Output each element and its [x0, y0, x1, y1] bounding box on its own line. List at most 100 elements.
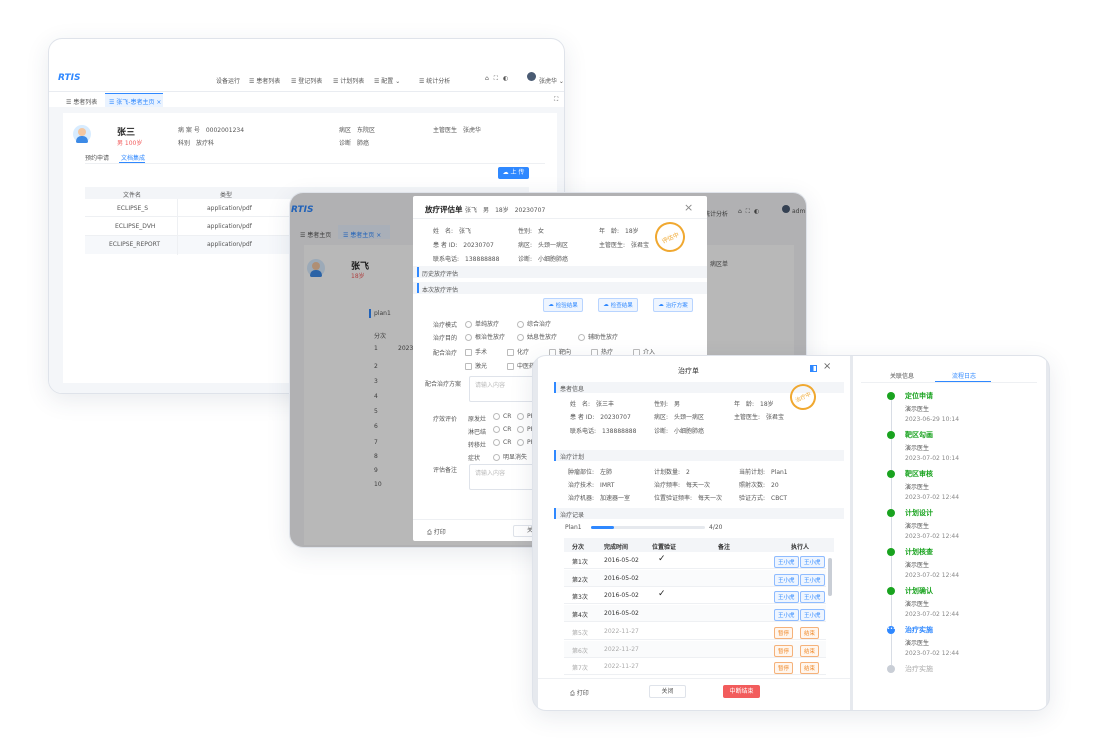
- timeline-step-user: 演示医生: [905, 523, 930, 530]
- treatment-title: 治疗单: [678, 367, 699, 375]
- row-date: 2022-11-27: [604, 663, 639, 671]
- upload-plan-button[interactable]: ☁ 治疗方案: [653, 298, 693, 312]
- executor-tag[interactable]: 王小虎: [800, 591, 825, 604]
- nav-patients[interactable]: ☰ 患者列表: [249, 78, 281, 85]
- executor-tag[interactable]: 王小虎: [800, 573, 825, 586]
- log-panel: 关联信息 流程日志 定位申请 演示医生 2023-06-29 10:14 靶区勾画 演示…: [853, 356, 1046, 710]
- nav-stats[interactable]: ☰ 统计分析: [419, 78, 451, 85]
- print-button[interactable]: ⎙ 打印: [427, 529, 446, 536]
- fullscreen-icon[interactable]: ⛶: [554, 96, 559, 103]
- combo-check-2[interactable]: 化疗: [507, 347, 529, 356]
- tab-patient-home[interactable]: [105, 93, 163, 107]
- nav-register[interactable]: ☰ 登记列表: [291, 78, 323, 85]
- avatar[interactable]: [527, 72, 536, 81]
- timeline-step-title: 定位申请: [905, 392, 933, 400]
- timeline-connector: [891, 400, 892, 431]
- executor-tag[interactable]: 王小虎: [774, 609, 799, 622]
- combo-check-1[interactable]: 手术: [465, 347, 487, 356]
- timeline-dot: [887, 509, 895, 517]
- tab-related-info[interactable]: 关联信息: [890, 373, 915, 380]
- nav-plans[interactable]: ☰ 计划列表: [333, 78, 365, 85]
- section-history[interactable]: 历史放疗评估: [422, 271, 459, 278]
- executor-tag[interactable]: 王小虎: [774, 591, 799, 604]
- timeline-connector: [891, 478, 892, 509]
- tab-patient-list[interactable]: ☰ 患者列表: [66, 99, 98, 106]
- timeline-dot: [887, 470, 895, 478]
- timeline-step-title: 治疗实施: [905, 665, 933, 673]
- timeline-dot: [887, 665, 895, 673]
- upload-button[interactable]: ☁ 上 传: [498, 167, 529, 179]
- end-button[interactable]: 结束: [800, 662, 820, 675]
- status-stamp: 评估中: [650, 217, 690, 257]
- pause-button[interactable]: 暂停: [774, 644, 794, 657]
- section-current: 本次放疗评估: [422, 287, 459, 294]
- subtab-documents[interactable]: 文档集成: [121, 155, 146, 162]
- goal-radio-1[interactable]: 根治性放疗: [465, 332, 505, 341]
- timeline-step-user: 演示医生: [905, 601, 930, 608]
- close-icon[interactable]: ×: [823, 361, 832, 372]
- executor-tag[interactable]: 王小虎: [800, 556, 825, 568]
- tab-process-log[interactable]: 流程日志: [952, 373, 977, 380]
- check-icon: ✓: [658, 554, 666, 564]
- patient-avatar-2: [307, 259, 325, 277]
- row-date: 2016-05-02: [604, 574, 639, 582]
- combo-check-7[interactable]: 中医药: [507, 361, 535, 370]
- table-row: 第2次 2016-05-02 王小虎 王小虎: [564, 569, 826, 587]
- timeline-step-user: 演示医生: [905, 406, 930, 413]
- timeline-connector: [891, 517, 892, 548]
- pause-button[interactable]: 暂停: [774, 662, 794, 675]
- timeline-step-user: 演示医生: [905, 562, 930, 569]
- app-logo[interactable]: RTIS: [58, 73, 81, 83]
- upload-lab-button[interactable]: ☁ 检验结果: [543, 298, 583, 312]
- combo-check-6[interactable]: 激光: [465, 361, 487, 370]
- subtab-appointment[interactable]: 预约申请: [85, 155, 110, 162]
- timeline-step-time: 2023-07-02 12:44: [905, 611, 960, 618]
- close-icon[interactable]: ×: [684, 201, 694, 214]
- executor-tag[interactable]: 王小虎: [800, 609, 825, 622]
- table-scrollbar[interactable]: [828, 558, 832, 596]
- timeline-dot: •••: [887, 626, 896, 634]
- goal-radio-3[interactable]: 辅助性放疗: [578, 332, 618, 341]
- timeline-dot: [887, 392, 895, 400]
- table-row: 第1次 2016-05-02 ✓ 王小虎 王小虎: [564, 552, 826, 569]
- user-name[interactable]: 张虎华 ⌄: [539, 78, 564, 85]
- nav-device[interactable]: 设备运行: [216, 78, 241, 85]
- executor-tag[interactable]: 王小虎: [774, 573, 799, 586]
- row-fraction: 第1次: [572, 559, 588, 566]
- treatment-panel: 治疗单 × 患者信息 姓 名: 张三丰 性别: 男 年 龄: 18岁 患 者 I…: [538, 356, 850, 710]
- goal-radio-2[interactable]: 姑息性放疗: [517, 332, 557, 341]
- close-button[interactable]: 关闭: [649, 685, 686, 698]
- upload-exam-button[interactable]: ☁ 检查结果: [598, 298, 638, 312]
- row-date: 2022-11-27: [604, 645, 639, 653]
- progress-bar: [591, 526, 705, 529]
- toolbar-icons[interactable]: ⌂⛶◐: [485, 75, 514, 82]
- timeline-step-title: 治疗实施: [905, 626, 933, 634]
- row-fraction: 第2次: [572, 576, 588, 584]
- interrupt-end-button[interactable]: 中断结束: [723, 685, 760, 698]
- mode-radio-1[interactable]: 单纯放疗: [465, 319, 499, 328]
- timeline-step-title: 计划核查: [905, 548, 933, 556]
- timeline-step-time: 2023-07-02 12:44: [905, 650, 960, 657]
- row-fraction: 第5次: [572, 629, 588, 637]
- end-button[interactable]: 结束: [800, 626, 820, 639]
- end-button[interactable]: 结束: [800, 644, 820, 657]
- row-date: 2016-05-02: [604, 610, 639, 618]
- record-table: 分次 完成时间 位置验证 备注 执行人 第1次 2016-05-02 ✓ 王小虎 王小虎…: [564, 538, 834, 678]
- timeline-step-time: 2023-07-02 12:44: [905, 494, 960, 501]
- mode-radio-2[interactable]: 综合治疗: [517, 319, 551, 328]
- expand-icon[interactable]: [810, 365, 817, 372]
- timeline-step-user: 演示医生: [905, 445, 930, 452]
- row-date: 2022-11-27: [604, 627, 639, 635]
- timeline-connector: [891, 595, 892, 626]
- print-button[interactable]: ⎙ 打印: [570, 690, 589, 697]
- timeline-dot: [887, 548, 895, 556]
- row-fraction: 第7次: [572, 665, 588, 673]
- timeline-step-title: 靶区勾画: [905, 431, 933, 439]
- timeline-step-time: 2023-07-02 10:14: [905, 455, 960, 462]
- table-row: 第5次 2022-11-27 暂停 结束: [564, 622, 826, 640]
- pause-button[interactable]: 暂停: [774, 626, 794, 639]
- executor-tag[interactable]: 王小虎: [774, 556, 799, 568]
- timeline-dot: [887, 431, 895, 439]
- nav-config[interactable]: ☰ 配置 ⌄: [374, 78, 401, 85]
- timeline-step-title: 靶区审核: [905, 470, 933, 478]
